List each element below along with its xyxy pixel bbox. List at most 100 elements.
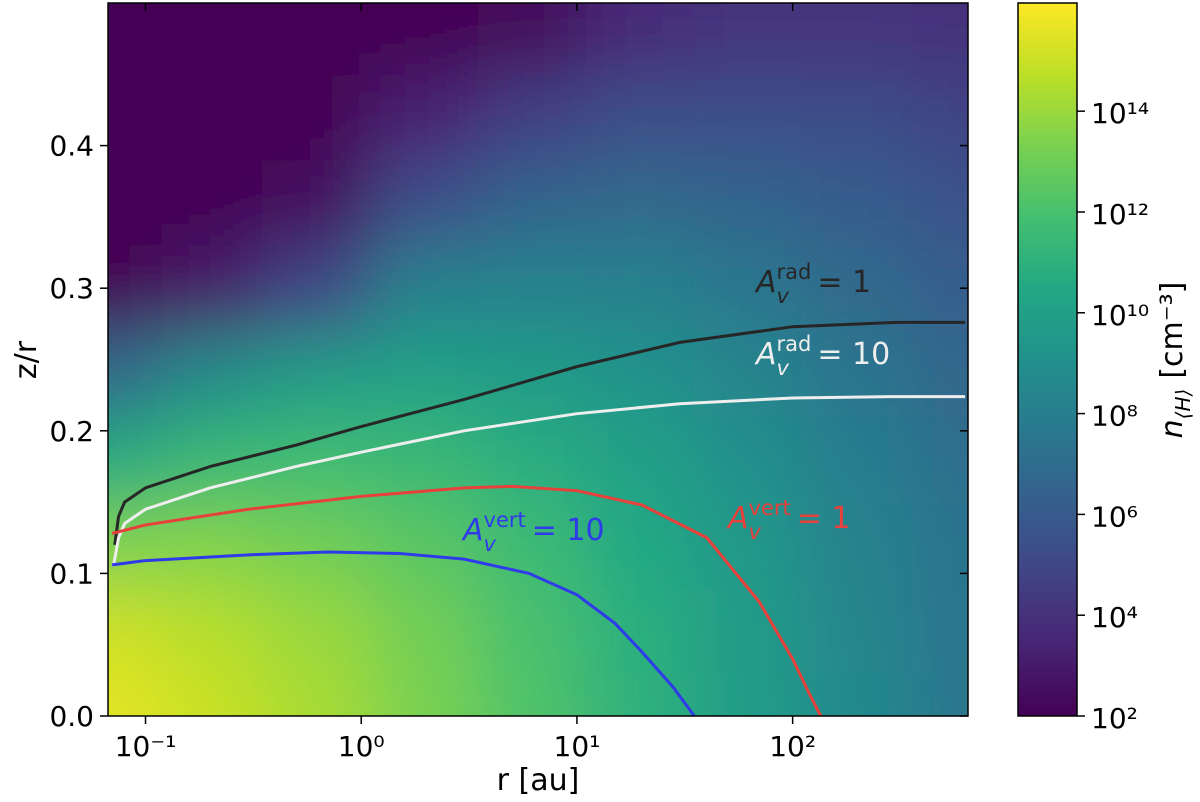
contour-label-symbol: A	[754, 265, 777, 300]
heatmap-cell	[477, 3, 587, 76]
heatmap-cell	[911, 159, 968, 247]
heatmap-cell	[911, 673, 968, 716]
heatmap-cell	[261, 673, 371, 716]
heatmap-cell	[477, 673, 587, 716]
heatmap-cell	[911, 330, 968, 418]
heatmap-cell	[585, 245, 695, 332]
colorbar-tick-label: 10²	[1091, 702, 1138, 735]
heatmap-cell	[585, 673, 695, 716]
y-tick-label: 0.3	[49, 272, 94, 305]
colorbar-label-unit: [cm⁻³]	[1155, 282, 1190, 379]
heatmap-cell	[477, 74, 587, 161]
colorbar-label: n⟨H⟩ [cm⁻³]	[1155, 282, 1195, 439]
heatmap-cell	[911, 74, 968, 161]
heatmap-cell	[585, 159, 695, 247]
heatmap-cell	[369, 74, 479, 161]
heatmap-cell	[693, 3, 803, 76]
heatmap-cell	[911, 3, 968, 76]
y-tick-label: 0.4	[49, 130, 94, 163]
heatmap-cell	[801, 502, 913, 589]
heatmap-cell	[161, 159, 263, 247]
heatmap-cell	[693, 159, 803, 247]
x-tick-label: 10⁰	[338, 730, 385, 763]
contour-label-sup: rad	[777, 332, 812, 356]
heatmap-cell	[261, 502, 371, 589]
heatmap-cell	[369, 330, 479, 418]
heatmap-cell	[261, 74, 371, 161]
colorbar-tick-label: 10¹²	[1091, 198, 1149, 231]
contour-line	[113, 320, 966, 546]
contour-line	[111, 395, 966, 567]
heatmap-cell	[369, 587, 479, 675]
heatmap-cell	[693, 416, 803, 504]
heatmap	[108, 3, 968, 716]
colorbar-tick-label: 10⁶	[1091, 500, 1138, 533]
heatmap-cell	[261, 416, 371, 504]
contour-label-text: = 10	[532, 513, 605, 548]
contour-line	[111, 484, 823, 716]
contour-label: Avert v = 1	[726, 496, 851, 544]
contour-label-text: = 1	[817, 265, 871, 300]
heatmap-cell	[693, 673, 803, 716]
colorbar-tick-label: 10⁸	[1091, 400, 1138, 433]
heatmap-cell	[108, 502, 163, 589]
x-tick-label: 10⁻¹	[115, 730, 177, 763]
heatmap-cell	[477, 587, 587, 675]
heatmap-cell	[108, 159, 163, 247]
heatmap-cell	[161, 3, 263, 76]
heatmap-cell	[585, 587, 695, 675]
heatmap-cell	[108, 3, 163, 76]
heatmap-cell	[801, 416, 913, 504]
heatmap-cell	[161, 416, 263, 504]
colorbar	[1017, 2, 1078, 717]
heatmap-cell	[801, 330, 913, 418]
x-tick-label: 10¹	[554, 730, 601, 763]
plot-frame	[107, 2, 969, 717]
heatmap-cell	[161, 587, 263, 675]
heatmap-cell	[261, 587, 371, 675]
y-tick-label: 0.0	[49, 700, 94, 733]
contour-label-sub: v	[777, 284, 790, 308]
heatmap-cell	[369, 159, 479, 247]
heatmap-cell	[108, 330, 163, 418]
heatmap-cells	[108, 3, 968, 716]
colorbar-tick-label: 10¹⁴	[1091, 97, 1149, 130]
x-tick-label: 10²	[769, 730, 816, 763]
contour-label-sub: v	[749, 520, 762, 544]
contour-label-sub: v	[777, 356, 790, 380]
contour-label: Arad v = 1	[754, 260, 871, 308]
heatmap-cell	[261, 159, 371, 247]
x-axis-label: r [au]	[497, 763, 580, 798]
heatmap-cell	[161, 502, 263, 589]
heatmap-cell	[801, 3, 913, 76]
heatmap-cell	[911, 245, 968, 332]
heatmap-cell	[693, 245, 803, 332]
heatmap-cell	[108, 74, 163, 161]
heatmap-cell	[477, 330, 587, 418]
contour-label-sup: vert	[484, 508, 526, 532]
heatmap-cell	[161, 74, 263, 161]
contour-label-text: = 10	[817, 337, 890, 372]
heatmap-cell	[161, 330, 263, 418]
heatmap-cell	[161, 673, 263, 716]
heatmap-cell	[801, 159, 913, 247]
heatmap-cell	[585, 3, 695, 76]
heatmap-cell	[911, 502, 968, 589]
contours	[111, 320, 966, 716]
colorbar-tick-label: 10¹⁰	[1091, 299, 1149, 332]
contour-label-sup: vert	[749, 496, 791, 520]
heatmap-cell	[585, 416, 695, 504]
heatmap-cell	[801, 245, 913, 332]
contour-line	[111, 550, 696, 716]
heatmap-cell	[369, 245, 479, 332]
heatmap-cell	[585, 502, 695, 589]
heatmap-cell	[801, 74, 913, 161]
heatmap-cell	[911, 587, 968, 675]
heatmap-cell	[261, 330, 371, 418]
heatmap-cell	[108, 587, 163, 675]
contour-label-sup: rad	[777, 260, 812, 284]
heatmap-cell	[369, 502, 479, 589]
contour-label-symbol: A	[726, 501, 749, 536]
colorbar-label-sub: ⟨H⟩	[1171, 389, 1195, 420]
